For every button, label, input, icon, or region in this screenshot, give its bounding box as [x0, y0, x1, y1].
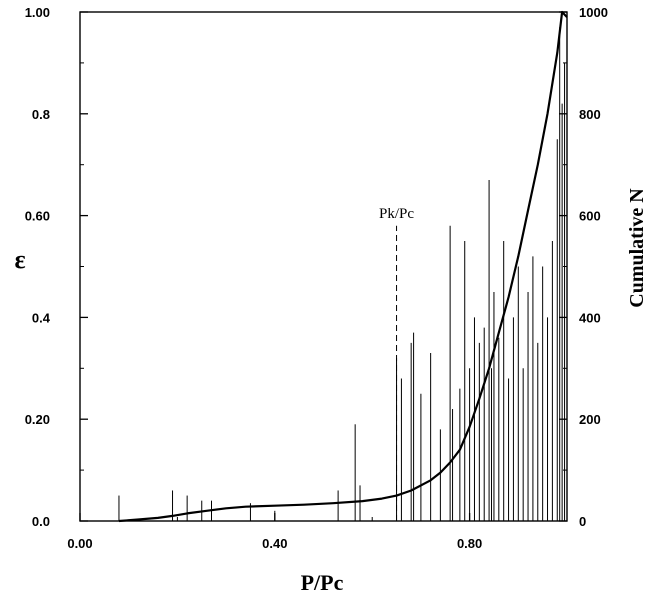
y2-tick-label: 800: [579, 107, 601, 122]
y2-tick-label: 400: [579, 310, 601, 325]
x-tick-label: 0.80: [457, 536, 482, 551]
y-axis-title: ε: [14, 245, 25, 274]
y2-tick-label: 200: [579, 412, 601, 427]
cumulative-n-curve: [118, 10, 568, 523]
y2-tick-label: 0: [579, 514, 586, 529]
y2-tick-label: 1000: [579, 5, 608, 20]
y2-tick-label: 600: [579, 209, 601, 224]
x-tick-label: 0.00: [67, 536, 92, 551]
pk-pc-annotation: Pk/Pc: [379, 206, 414, 222]
y2-axis-title: Cumulative N: [626, 188, 648, 308]
y-tick-label: 0.20: [25, 412, 50, 427]
y-tick-label: 0.4: [32, 310, 51, 325]
y-tick-label: 0.60: [25, 209, 50, 224]
x-axis-title: P/Pc: [301, 570, 344, 595]
marks-layer: [118, 10, 568, 523]
axes-layer: 0.0 0.20 0.4 0.60 0.8 1.00 0 200 400 600 800 1000 0.…: [25, 5, 608, 551]
y-tick-label: 0.8: [32, 107, 50, 122]
x-tick-label: 0.40: [262, 536, 287, 551]
y-tick-label: 0.0: [32, 514, 50, 529]
y-tick-label: 1.00: [25, 5, 50, 20]
